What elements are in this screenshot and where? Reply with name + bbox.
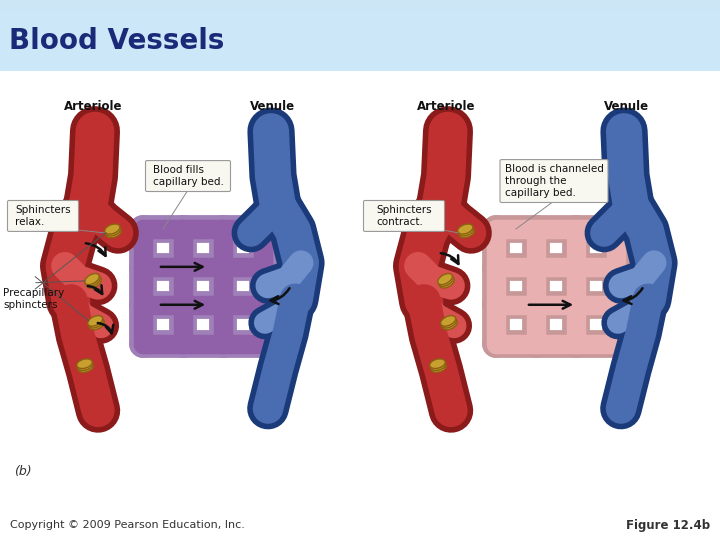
Bar: [0, 48, 720, 50]
Bar: [0, 18, 720, 19]
Text: Sphincters
relax.: Sphincters relax.: [15, 205, 71, 227]
Bar: [0, 34, 720, 36]
Bar: [0, 7, 720, 9]
Bar: [0, 39, 720, 41]
Bar: [0, 53, 720, 55]
Ellipse shape: [86, 275, 100, 286]
Bar: [0, 43, 720, 45]
Ellipse shape: [85, 274, 99, 285]
Bar: [0, 41, 720, 43]
Ellipse shape: [459, 228, 474, 238]
Ellipse shape: [431, 363, 446, 373]
Text: Arteriole: Arteriole: [417, 100, 475, 113]
Bar: [0, 36, 720, 37]
Ellipse shape: [86, 277, 102, 288]
Ellipse shape: [442, 319, 457, 330]
Ellipse shape: [77, 361, 93, 370]
Text: Venule: Venule: [603, 100, 649, 113]
Ellipse shape: [458, 224, 473, 234]
Text: Blood fills
capillary bed.: Blood fills capillary bed.: [153, 165, 223, 187]
Text: Blood Vessels: Blood Vessels: [9, 28, 224, 55]
Text: Copyright © 2009 Pearson Education, Inc.: Copyright © 2009 Pearson Education, Inc.: [10, 520, 245, 530]
FancyBboxPatch shape: [145, 160, 230, 192]
Bar: [0, 66, 720, 68]
Bar: [0, 59, 720, 60]
Text: Figure 12.4b: Figure 12.4b: [626, 518, 710, 532]
Bar: [0, 4, 720, 5]
Bar: [0, 64, 720, 66]
Text: Blood is channeled
through the
capillary bed.: Blood is channeled through the capillary…: [505, 164, 603, 198]
Bar: [0, 30, 720, 32]
Ellipse shape: [104, 224, 120, 234]
Bar: [0, 14, 720, 16]
Text: Venule: Venule: [251, 100, 296, 113]
Bar: [0, 19, 720, 22]
Bar: [0, 0, 720, 2]
Bar: [0, 12, 720, 14]
Ellipse shape: [441, 318, 456, 328]
Ellipse shape: [89, 319, 104, 330]
Bar: [0, 25, 720, 26]
Bar: [0, 11, 720, 12]
Bar: [0, 16, 720, 18]
FancyBboxPatch shape: [7, 200, 78, 232]
Bar: [0, 2, 720, 4]
Text: Sphincters
contract.: Sphincters contract.: [376, 205, 432, 227]
Ellipse shape: [89, 318, 104, 328]
Bar: [0, 5, 720, 7]
Ellipse shape: [441, 315, 456, 326]
Bar: [0, 52, 720, 53]
FancyBboxPatch shape: [364, 200, 444, 232]
Ellipse shape: [88, 315, 103, 326]
Bar: [0, 26, 720, 29]
Bar: [0, 23, 720, 25]
Bar: [0, 57, 720, 59]
Ellipse shape: [459, 226, 474, 236]
Ellipse shape: [430, 359, 445, 368]
Ellipse shape: [105, 226, 121, 236]
Bar: [0, 55, 720, 57]
Ellipse shape: [438, 275, 454, 286]
Bar: [0, 32, 720, 34]
Text: Arteriole: Arteriole: [64, 100, 122, 113]
Bar: [0, 50, 720, 52]
Bar: [0, 46, 720, 48]
Ellipse shape: [106, 228, 122, 238]
Bar: [0, 22, 720, 23]
Ellipse shape: [78, 363, 94, 373]
Bar: [0, 9, 720, 11]
Ellipse shape: [440, 277, 454, 288]
Ellipse shape: [438, 274, 452, 285]
Bar: [0, 37, 720, 39]
Ellipse shape: [430, 361, 446, 370]
Text: (b): (b): [14, 465, 32, 478]
Bar: [0, 63, 720, 64]
FancyBboxPatch shape: [500, 160, 608, 202]
Text: Precapillary
sphincters: Precapillary sphincters: [3, 288, 64, 309]
Bar: [0, 29, 720, 30]
Bar: [0, 68, 720, 70]
Ellipse shape: [76, 359, 92, 368]
Bar: [0, 60, 720, 62]
Bar: [0, 70, 720, 71]
Bar: [0, 45, 720, 46]
